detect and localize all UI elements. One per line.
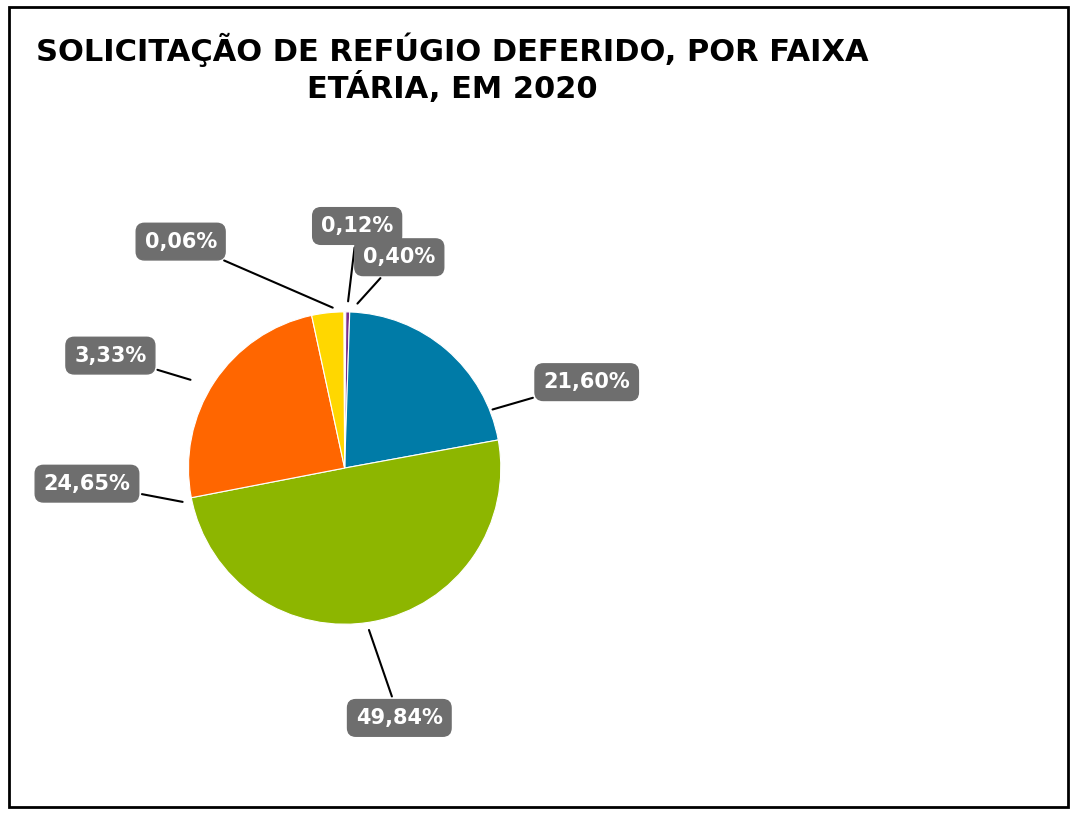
Wedge shape [345,312,350,468]
Text: 3,33%: 3,33% [74,346,191,380]
Legend: 0 a 4 anos, 5 a 14 anos, 15 a 24 anos, 25 a 39 anos, 40 a 59 anos, 60 anos ou ma: 0 a 4 anos, 5 a 14 anos, 15 a 24 anos, 2… [700,340,1002,677]
Text: 24,65%: 24,65% [43,474,183,502]
Wedge shape [188,315,345,497]
Text: 0,40%: 0,40% [358,247,435,304]
Text: SOLICITAÇÃO DE REFÚGIO DEFERIDO, POR FAIXA
ETÁRIA, EM 2020: SOLICITAÇÃO DE REFÚGIO DEFERIDO, POR FAI… [36,33,869,104]
Wedge shape [311,312,345,468]
Text: 21,60%: 21,60% [492,372,630,409]
Text: 49,84%: 49,84% [355,630,443,728]
Wedge shape [345,312,499,468]
Text: 0,06%: 0,06% [144,232,333,308]
Wedge shape [345,312,346,468]
Wedge shape [192,440,501,624]
Text: 0,12%: 0,12% [321,216,393,301]
